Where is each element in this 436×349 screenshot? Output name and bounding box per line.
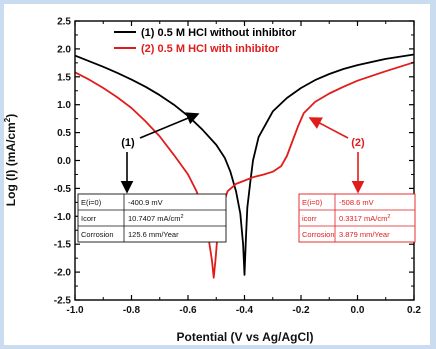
info-table-value-sup: 2: [181, 214, 184, 220]
x-axis-title: Potential (V vs Ag/AgCl): [177, 330, 314, 344]
y-tick-label: -0.5: [54, 184, 72, 195]
info-table-value: 3.879 mm/Year: [339, 230, 390, 239]
y-tick-label: -2.0: [54, 268, 72, 279]
info-table-value-sup: 2: [387, 214, 390, 220]
info-table-value: 125.6 mm/Year: [128, 230, 179, 239]
x-tick-label: 0.0: [351, 305, 365, 316]
y-axis-title-sup: 2: [3, 117, 12, 122]
x-tick-label: -1.0: [66, 305, 84, 316]
y-tick-label: -2.5: [54, 296, 72, 307]
info-table-value: -400.9 mV: [128, 198, 163, 207]
y-axis-title-end: ): [4, 114, 18, 118]
y-tick-label: 0.0: [57, 156, 71, 167]
y-tick-label: -1.0: [54, 212, 72, 223]
x-tick-label: -0.6: [179, 305, 197, 316]
info-table-value: 10.7407 mA/cm2: [128, 214, 184, 223]
y-tick-label: 0.5: [57, 128, 71, 139]
callout-label-1: (1): [121, 137, 135, 149]
callout-label-2: (2): [351, 137, 365, 149]
info-table-1: E(i=0) -400.9 mV Icorr 10.7407 mA/cm2 Corros…: [77, 193, 227, 243]
legend-label-2: (2) 0.5 M HCl with inhibitor: [141, 43, 280, 55]
x-tick-label: -0.2: [292, 305, 310, 316]
info-table-key: Corrosion: [81, 230, 114, 239]
info-table-value: -508.6 mV: [339, 198, 374, 207]
y-tick-label: -1.5: [54, 240, 72, 251]
x-tick-label: -0.8: [123, 305, 141, 316]
callout-arrow-1a: [139, 112, 200, 139]
y-tick-label: 1.5: [57, 72, 71, 83]
callout-arrow-2a: [308, 117, 349, 139]
info-table-box: [298, 193, 416, 243]
info-table-key: E(i=0): [81, 198, 102, 207]
y-tick-label: 1.0: [57, 100, 71, 111]
info-table-key: Corrosion: [302, 230, 335, 239]
x-tick-label: -0.4: [236, 305, 254, 316]
axes-layer: -1.0 -0.8 -0.6 -0.4 -0.2 0.0 0.2 -2.5 -2.0 -1.5 -1…: [54, 17, 422, 317]
y-axis-title-main: Log (I) (mA/cm: [4, 122, 18, 206]
annotation-layer: (1) (2) E(i=0) -400.9 mV Icorr 10.7407 mA/cm2…: [77, 112, 416, 243]
y-tick-label: 2.0: [57, 44, 71, 55]
series-line-1: [74, 53, 415, 276]
info-table-value: 0.3317 mA/cm2: [339, 214, 390, 223]
info-table-2: E(i=0) -508.6 mV icorr 0.3317 mA/cm2 Corrosi…: [298, 193, 416, 243]
x-tick-label: 0.2: [407, 305, 421, 316]
y-axis-title: Log (I) (mA/cm2): [3, 114, 18, 206]
legend-label-1: (1) 0.5 M HCl without inhibitor: [141, 27, 297, 39]
info-table-key: E(i=0): [302, 198, 323, 207]
info-table-key: icorr: [302, 214, 317, 223]
info-table-box: [77, 193, 227, 243]
y-tick-label: 2.5: [57, 17, 71, 28]
info-table-key: Icorr: [81, 214, 97, 223]
legend: (1) 0.5 M HCl without inhibitor (2) 0.5 …: [114, 27, 297, 55]
